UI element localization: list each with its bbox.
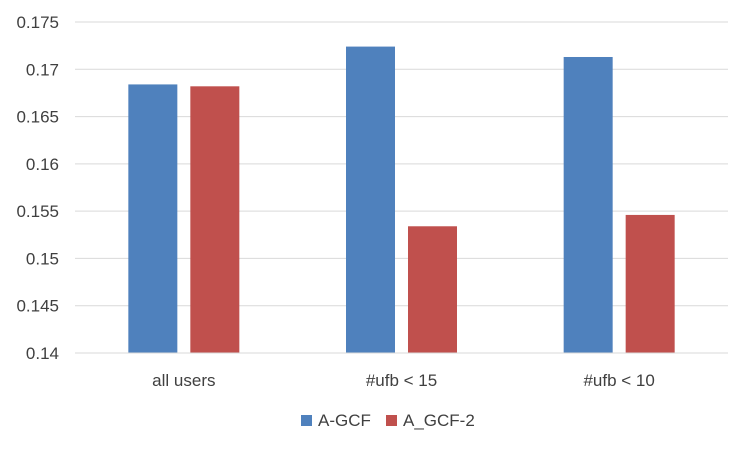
y-tick-label: 0.17: [26, 60, 59, 79]
x-tick-label: #ufb < 10: [583, 371, 654, 390]
x-tick-label: all users: [152, 371, 215, 390]
legend: A-GCF A_GCF-2: [301, 411, 475, 430]
bar-a-gcf-2: [564, 57, 613, 353]
y-tick-label: 0.155: [16, 202, 59, 221]
bars: [128, 47, 674, 353]
y-tick-label: 0.16: [26, 155, 59, 174]
bar-a-gcf-0: [128, 84, 177, 353]
y-tick-label: 0.165: [16, 108, 59, 127]
y-axis-tick-labels: 0.14 0.145 0.15 0.155 0.16 0.165 0.17 0.175: [16, 13, 59, 363]
bar-a-gcf-2-2: [626, 215, 675, 353]
y-tick-label: 0.15: [26, 249, 59, 268]
x-tick-label: #ufb < 15: [366, 371, 437, 390]
legend-swatch: [386, 415, 397, 426]
legend-label: A_GCF-2: [403, 411, 475, 430]
bar-a-gcf-1: [346, 47, 395, 353]
bar-a-gcf-2-1: [408, 226, 457, 353]
x-axis-tick-labels: all users #ufb < 15 #ufb < 10: [152, 371, 655, 390]
y-tick-label: 0.175: [16, 13, 59, 32]
legend-swatch: [301, 415, 312, 426]
legend-label: A-GCF: [318, 411, 371, 430]
bar-a-gcf-2-0: [190, 86, 239, 353]
y-tick-label: 0.145: [16, 297, 59, 316]
y-tick-label: 0.14: [26, 344, 59, 363]
